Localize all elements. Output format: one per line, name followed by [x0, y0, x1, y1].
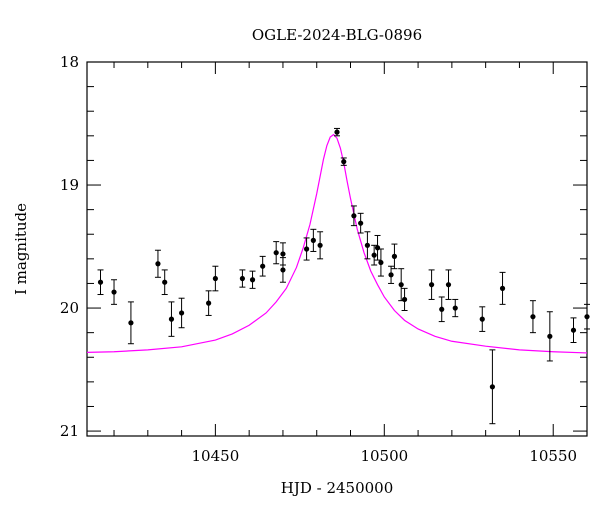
data-point: [161, 269, 168, 296]
data-point: [168, 301, 175, 337]
point-marker: [249, 277, 256, 283]
data-point: [111, 279, 118, 305]
plot-frame: [86, 61, 588, 437]
axis-ticks: [87, 61, 588, 436]
point-marker: [273, 250, 279, 256]
model-layer: [86, 133, 588, 354]
data-point: [259, 255, 266, 277]
point-marker: [280, 267, 286, 273]
data-point: [212, 265, 219, 292]
point-marker: [358, 220, 364, 226]
data-point: [584, 303, 590, 330]
point-marker: [97, 279, 104, 285]
data-point: [479, 306, 486, 332]
data-point: [428, 269, 435, 300]
point-marker: [239, 275, 246, 282]
data-point: [279, 257, 286, 283]
plot-area: [86, 61, 588, 437]
y-axis-label: I magnitude: [12, 203, 30, 295]
data-point: [357, 212, 364, 234]
y-tick-label: 20: [60, 299, 79, 317]
data-point: [489, 349, 496, 425]
point-marker: [530, 314, 536, 320]
point-marker: [260, 263, 266, 269]
model-curve: [86, 133, 588, 354]
point-marker: [155, 261, 161, 267]
x-tick-label: 10550: [529, 447, 577, 465]
point-marker: [489, 384, 496, 390]
point-marker: [452, 305, 458, 311]
point-marker: [479, 316, 485, 322]
point-marker: [547, 333, 553, 339]
point-marker: [364, 242, 371, 248]
point-marker: [584, 314, 590, 320]
point-marker: [206, 300, 212, 306]
y-tick-label: 18: [60, 53, 79, 71]
data-point: [317, 231, 324, 260]
data-point: [499, 271, 506, 305]
x-tick-label: 10500: [360, 447, 408, 465]
tick-labels: 10450 10500 10550 18 19 20 21: [60, 53, 577, 465]
data-point: [350, 205, 357, 227]
data-points: [97, 127, 590, 425]
point-marker: [401, 296, 408, 303]
point-marker: [391, 253, 398, 259]
point-marker: [439, 306, 445, 312]
data-point: [239, 269, 246, 288]
data-point: [273, 241, 280, 265]
point-marker: [371, 252, 377, 258]
y-tick-label: 19: [60, 176, 79, 194]
point-marker: [128, 320, 134, 326]
point-marker: [499, 285, 506, 291]
data-point: [310, 228, 317, 252]
point-marker: [341, 159, 347, 165]
data-point: [401, 287, 408, 312]
data-point: [154, 249, 161, 278]
data-point: [371, 244, 378, 266]
chart-title: OGLE-2024-BLG-0896: [252, 26, 422, 44]
point-marker: [570, 327, 577, 333]
data-point: [340, 157, 347, 166]
y-tick-label: 21: [60, 422, 79, 440]
data-point: [377, 248, 384, 277]
point-marker: [178, 310, 185, 316]
data-point: [570, 317, 577, 343]
data-point: [546, 311, 553, 362]
data-point: [529, 300, 536, 334]
data-point: [452, 298, 459, 318]
point-marker: [378, 259, 384, 266]
data-point: [364, 231, 371, 260]
point-marker: [162, 279, 168, 285]
point-marker: [334, 129, 340, 135]
point-marker: [317, 242, 323, 248]
data-point: [205, 290, 212, 316]
x-axis-label: HJD - 2450000: [281, 479, 394, 497]
point-marker: [398, 282, 404, 288]
point-marker: [310, 237, 316, 243]
point-marker: [212, 275, 218, 282]
data-point: [388, 265, 395, 284]
x-tick-label: 10450: [192, 447, 240, 465]
point-marker: [445, 282, 452, 288]
point-marker: [351, 213, 357, 219]
data-point: [334, 127, 340, 137]
point-marker: [374, 245, 381, 251]
data-point: [178, 297, 185, 329]
data-point: [391, 243, 398, 270]
data-point: [249, 270, 256, 289]
data-point: [438, 296, 445, 323]
point-marker: [428, 282, 435, 288]
data-point: [303, 237, 310, 261]
point-marker: [303, 246, 310, 252]
point-marker: [111, 289, 117, 295]
point-marker: [168, 316, 175, 322]
data-point: [97, 269, 104, 296]
point-marker: [280, 251, 286, 257]
point-marker: [388, 272, 394, 278]
data-point: [445, 269, 452, 300]
data-point: [398, 268, 405, 302]
data-point: [127, 301, 134, 345]
